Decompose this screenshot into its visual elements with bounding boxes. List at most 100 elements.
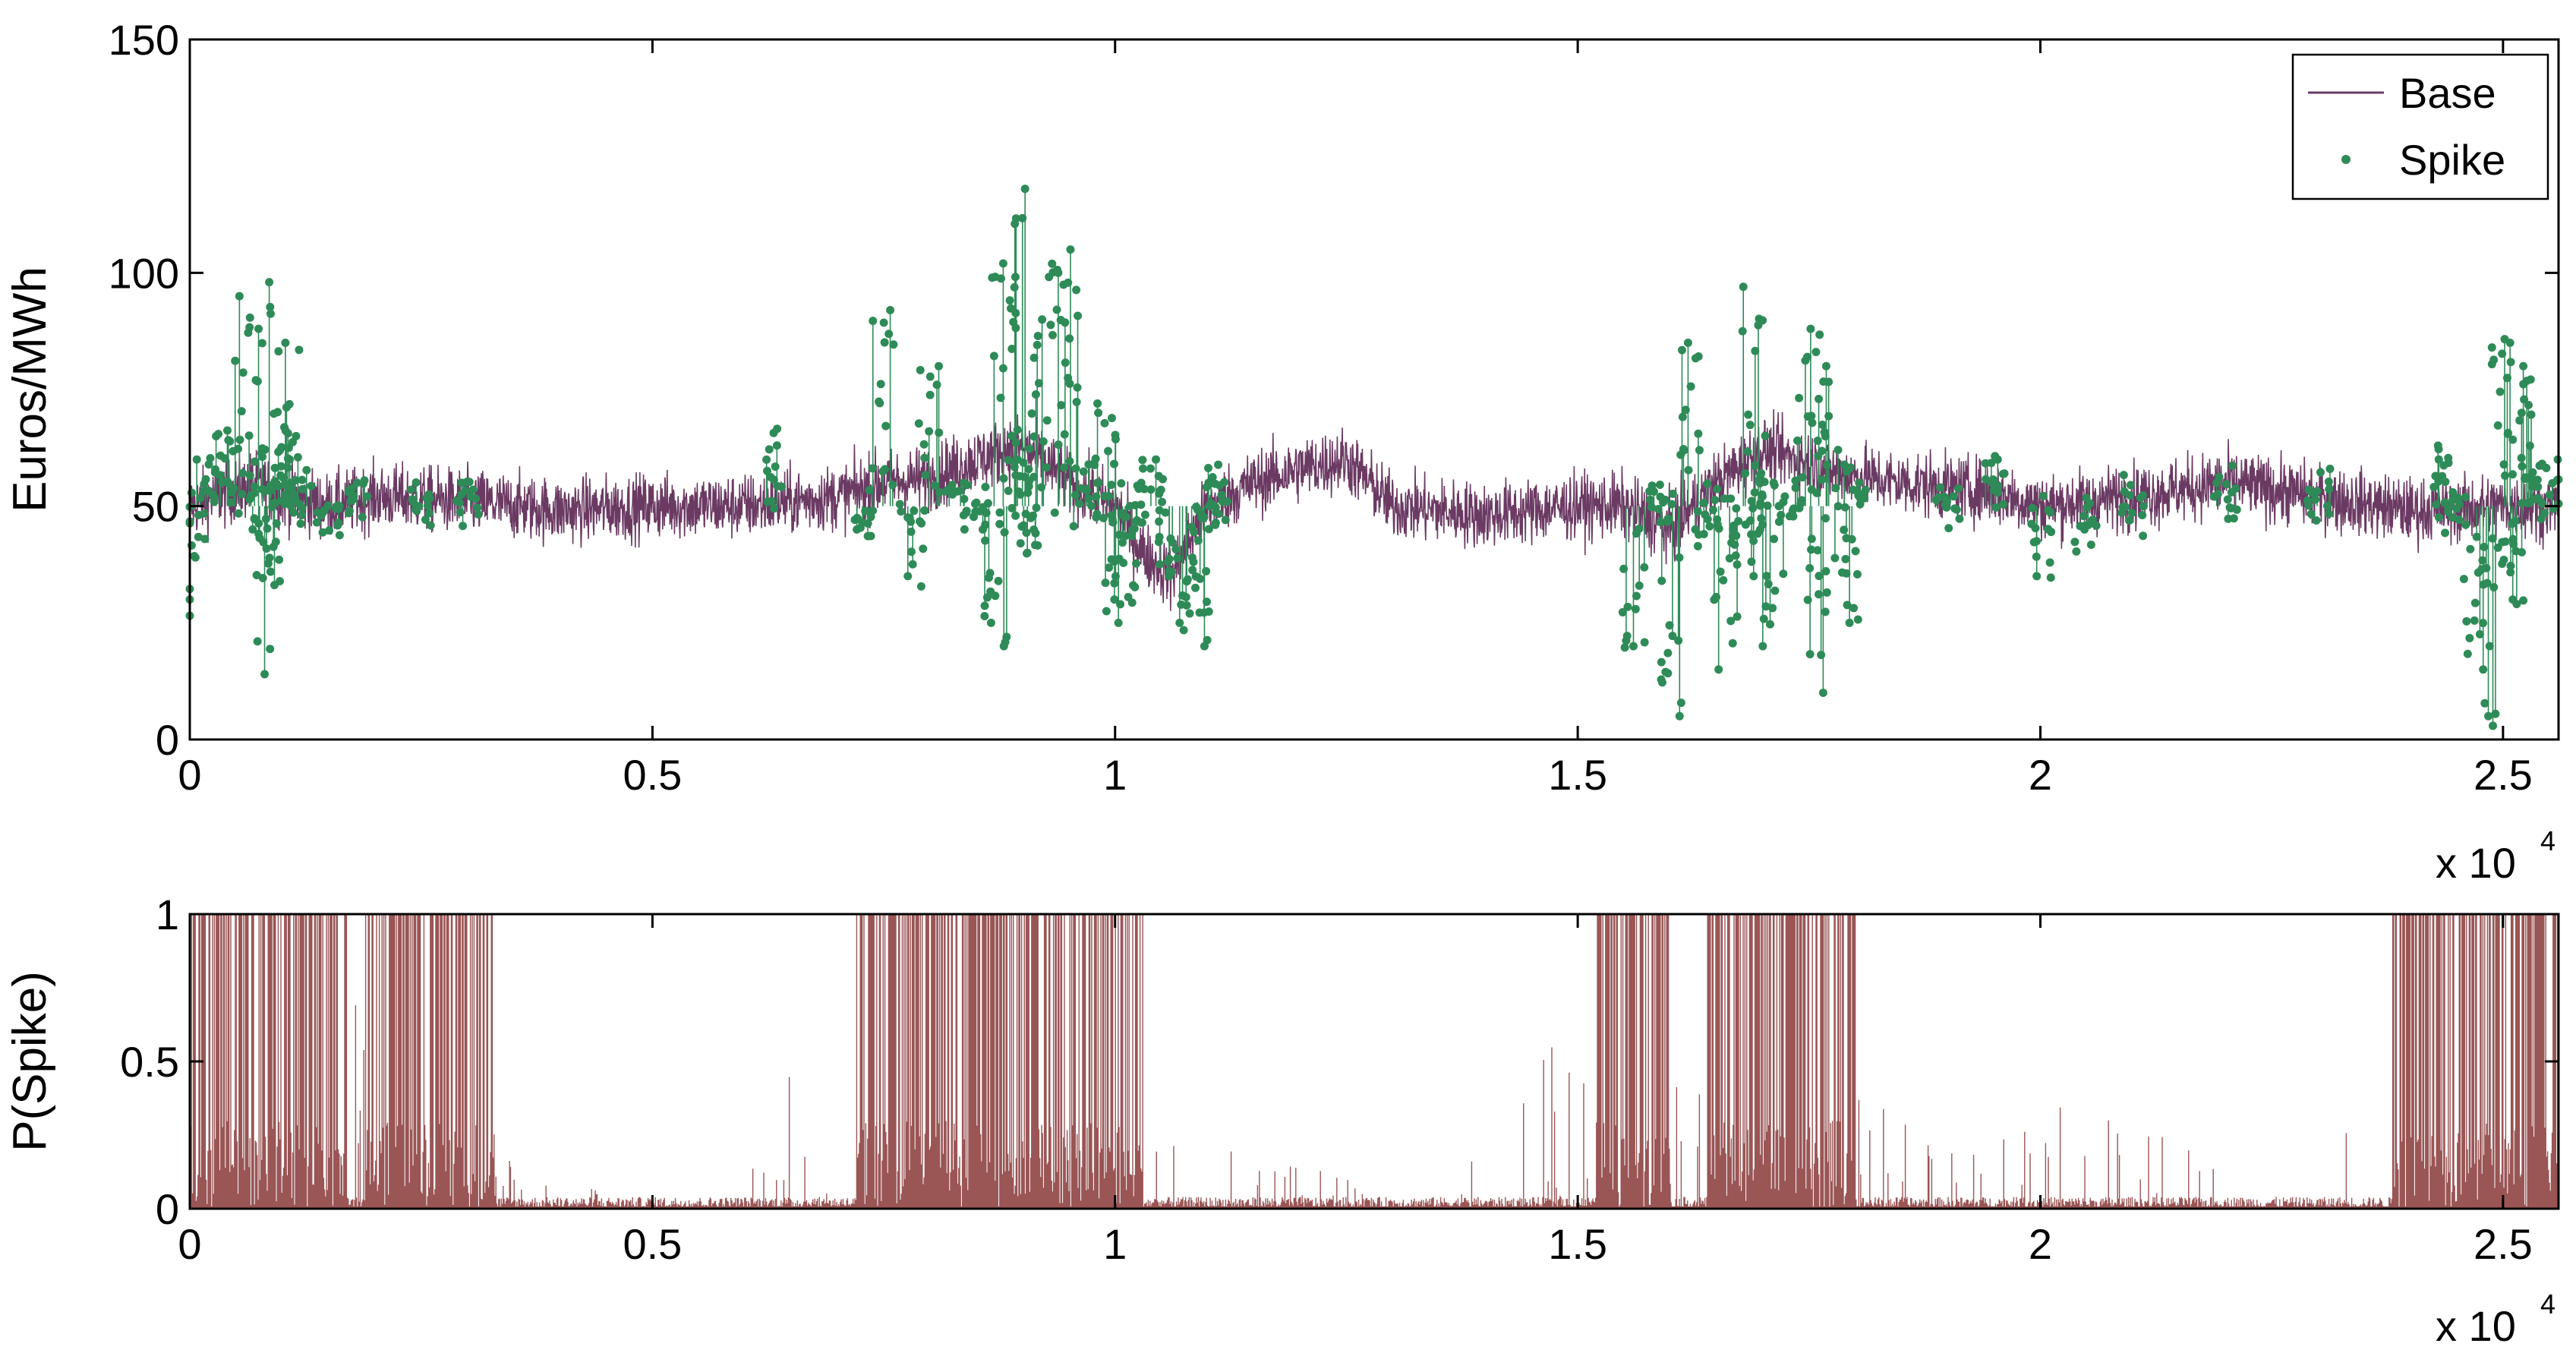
spike-point <box>1841 554 1850 563</box>
spike-point <box>288 437 298 446</box>
spike-point <box>1657 675 1666 684</box>
spike-point <box>876 380 885 389</box>
spike-point <box>908 560 917 569</box>
spike-point <box>1005 296 1014 305</box>
spike-point <box>1855 478 1864 487</box>
spike-point <box>323 501 333 510</box>
spike-point <box>1154 471 1163 481</box>
probability-panel: 0 0.5 1 1.5 2 2.5 00.51 P(Spike) x 10 4 <box>4 891 2560 1350</box>
spike-point <box>2125 490 2134 500</box>
spike-point <box>863 519 872 528</box>
spike-point <box>1029 432 1039 441</box>
spike-point <box>2479 619 2488 628</box>
spike-point <box>474 510 483 519</box>
spike-point <box>1033 332 1042 341</box>
spike-point <box>1714 524 1723 533</box>
spike-point <box>254 529 263 538</box>
spike-point <box>1640 563 1649 572</box>
spike-point <box>1942 503 1951 512</box>
spike-point <box>1052 305 1061 314</box>
spike-point <box>875 399 884 408</box>
spike-point <box>283 429 292 438</box>
spike-point <box>1203 463 1212 472</box>
spike-point <box>1221 516 1230 525</box>
spike-point <box>360 476 369 485</box>
spike-point <box>235 435 244 444</box>
spike-point <box>1107 414 1116 423</box>
spike-point <box>295 345 304 355</box>
spike-point <box>1017 522 1026 531</box>
spike-point <box>920 506 929 515</box>
spike-point <box>1798 473 1807 482</box>
spike-point <box>1107 511 1116 520</box>
spike-point <box>2472 532 2481 541</box>
spike-point <box>214 430 223 439</box>
spike-point <box>1762 572 1771 581</box>
spike-point <box>1196 574 1205 583</box>
spike-point <box>358 512 367 522</box>
spike-point <box>1677 345 1686 355</box>
spike-point <box>1860 494 1869 503</box>
spike-point <box>1683 339 1692 348</box>
spike-point <box>409 497 418 506</box>
spike-point <box>1719 576 1728 585</box>
spike-point <box>298 511 307 520</box>
spike-point <box>2506 568 2515 577</box>
spike-point <box>1009 317 1018 326</box>
spike-point <box>1158 497 1167 506</box>
spike-point <box>2316 468 2325 477</box>
spike-point <box>1658 498 1667 507</box>
spike-point <box>925 427 934 436</box>
spike-point <box>1057 401 1066 410</box>
spike-point <box>1208 473 1217 482</box>
spike-point <box>1094 408 1103 418</box>
spike-point <box>1934 493 1944 502</box>
spike-point <box>1171 544 1181 553</box>
spike-point <box>296 519 305 528</box>
spike-point <box>1016 490 1025 499</box>
spike-point <box>2508 470 2518 479</box>
spike-point <box>200 480 209 489</box>
spike-point <box>313 508 322 517</box>
spike-point <box>1851 547 1860 556</box>
spike-point <box>206 453 215 462</box>
spike-point <box>2032 572 2042 581</box>
spike-point <box>1107 481 1116 490</box>
spike-point <box>318 528 327 537</box>
spike-point <box>1730 540 1739 549</box>
spike-point <box>998 364 1007 373</box>
spike-point <box>2429 482 2439 491</box>
spike-point <box>2441 478 2450 487</box>
probability-x-exponent-power: 4 <box>2540 1288 2556 1320</box>
spike-point <box>270 463 279 472</box>
spike-point <box>1681 405 1690 415</box>
spike-point <box>2483 579 2492 588</box>
spike-point <box>1821 566 1830 576</box>
spike-point <box>2518 462 2527 471</box>
spike-point <box>2524 498 2533 507</box>
spike-point <box>1815 590 1824 599</box>
spike-point <box>980 601 989 610</box>
spike-point <box>1046 320 1055 330</box>
spike-point <box>1750 461 1759 470</box>
spike-point <box>2229 514 2238 523</box>
spike-point <box>1179 626 1188 635</box>
spike-point <box>770 504 779 513</box>
spike-point <box>1733 612 1742 621</box>
spike-point <box>868 464 877 473</box>
spike-point <box>1818 446 1827 456</box>
spike-point <box>1074 499 1083 508</box>
spike-point <box>279 423 288 432</box>
spike-point <box>1092 512 1101 522</box>
spike-point <box>2511 547 2521 556</box>
spike-point <box>1156 487 1165 496</box>
spike-point <box>1695 446 1704 455</box>
spike-point <box>1203 635 1212 645</box>
spike-point <box>1694 429 1703 438</box>
spike-point <box>229 484 238 494</box>
spike-point <box>2213 490 2222 499</box>
spike-point <box>1770 535 1779 544</box>
spike-point <box>1137 518 1146 527</box>
spike-point <box>2508 535 2518 544</box>
spike-point <box>1949 492 1958 501</box>
